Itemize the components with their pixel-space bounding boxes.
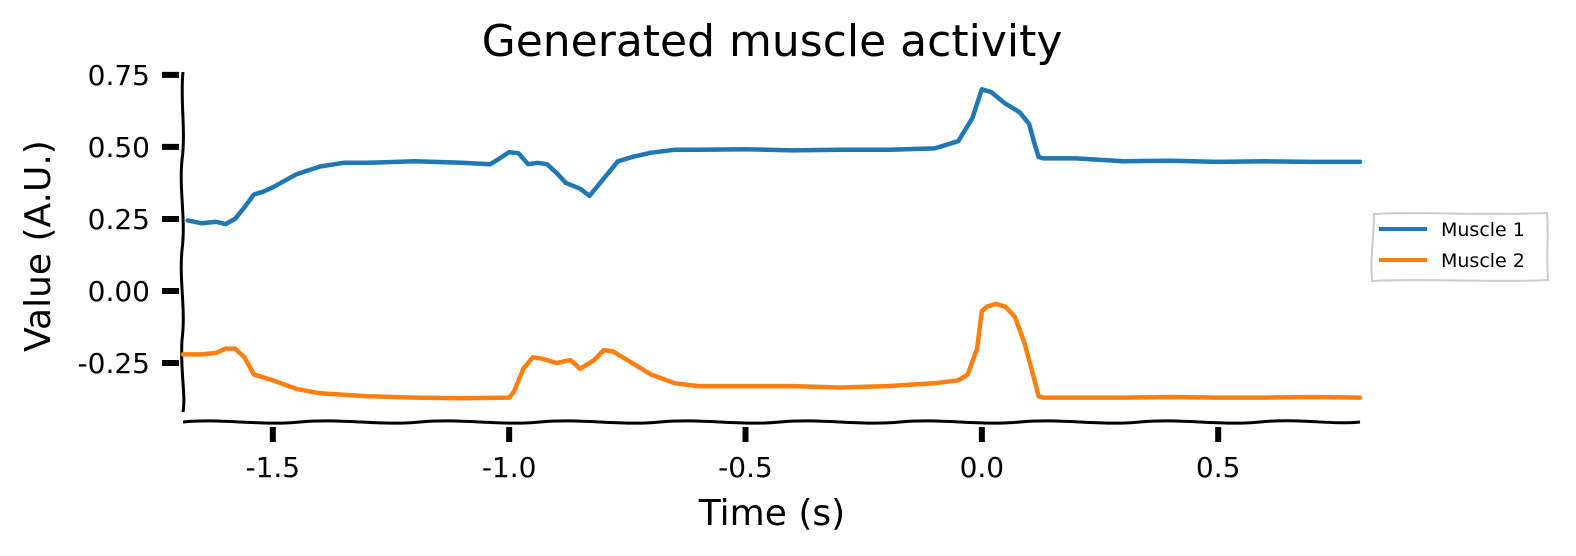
series-line-muscle-2: [180, 301, 1363, 401]
x-ticks: -1.5 -1.0 -0.5 0.0 0.5: [245, 427, 1240, 484]
y-tick-label: 0.25: [88, 203, 150, 236]
chart-title: Generated muscle activity: [482, 16, 1063, 67]
y-axis-spine: [179, 71, 186, 413]
y-tick-label: 0.00: [88, 275, 150, 308]
series-lines: [180, 87, 1363, 401]
y-tick-label: -0.25: [78, 347, 150, 380]
x-tick-label: -1.5: [245, 451, 300, 484]
x-axis-spine: [182, 419, 1361, 425]
x-tick-label: 0.0: [960, 451, 1005, 484]
x-axis-label: Time (s): [698, 493, 845, 534]
legend-label-muscle-1: Muscle 1: [1441, 219, 1525, 241]
y-axis-label: Value (A.U.): [18, 140, 59, 352]
legend: Muscle 1 Muscle 2: [1370, 211, 1550, 283]
y-tick-label: 0.50: [88, 131, 150, 164]
x-tick-label: -0.5: [718, 451, 773, 484]
x-tick-label: 0.5: [1196, 451, 1241, 484]
y-ticks: 0.75 0.50 0.25 0.00 -0.25: [78, 59, 179, 380]
legend-label-muscle-2: Muscle 2: [1441, 250, 1525, 272]
series-line-muscle-1: [185, 87, 1363, 227]
x-tick-label: -1.0: [482, 451, 537, 484]
y-tick-label: 0.75: [88, 59, 150, 92]
